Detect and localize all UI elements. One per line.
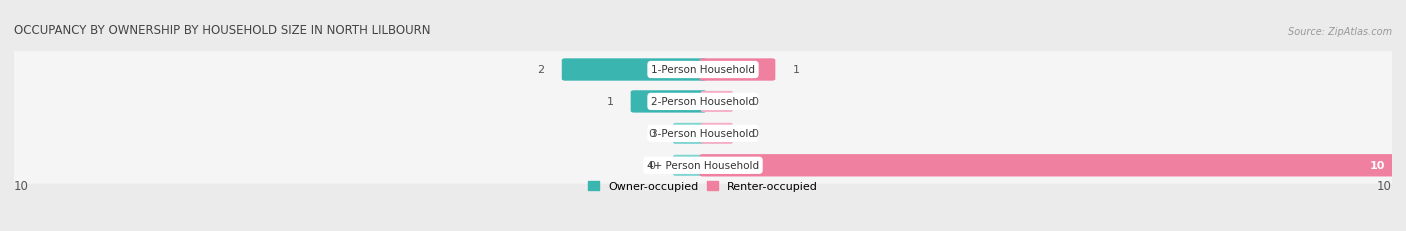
FancyBboxPatch shape bbox=[673, 123, 704, 144]
Text: 1-Person Household: 1-Person Household bbox=[651, 65, 755, 75]
FancyBboxPatch shape bbox=[700, 59, 775, 81]
Legend: Owner-occupied, Renter-occupied: Owner-occupied, Renter-occupied bbox=[588, 181, 818, 191]
Text: Source: ZipAtlas.com: Source: ZipAtlas.com bbox=[1288, 27, 1392, 37]
FancyBboxPatch shape bbox=[631, 91, 706, 113]
Text: 2: 2 bbox=[537, 65, 544, 75]
Text: 2-Person Household: 2-Person Household bbox=[651, 97, 755, 107]
Text: 1: 1 bbox=[793, 65, 800, 75]
Text: 0: 0 bbox=[751, 129, 758, 139]
Text: 0: 0 bbox=[648, 161, 655, 170]
FancyBboxPatch shape bbox=[4, 52, 1402, 88]
Text: 3-Person Household: 3-Person Household bbox=[651, 129, 755, 139]
Text: 10: 10 bbox=[1369, 161, 1385, 170]
Text: 10: 10 bbox=[1376, 179, 1392, 192]
Text: 10: 10 bbox=[14, 179, 30, 192]
FancyBboxPatch shape bbox=[562, 59, 706, 81]
Text: 0: 0 bbox=[648, 129, 655, 139]
Text: 4+ Person Household: 4+ Person Household bbox=[647, 161, 759, 170]
Text: 1: 1 bbox=[606, 97, 613, 107]
Text: OCCUPANCY BY OWNERSHIP BY HOUSEHOLD SIZE IN NORTH LILBOURN: OCCUPANCY BY OWNERSHIP BY HOUSEHOLD SIZE… bbox=[14, 24, 430, 37]
FancyBboxPatch shape bbox=[702, 123, 733, 144]
FancyBboxPatch shape bbox=[700, 155, 1395, 177]
FancyBboxPatch shape bbox=[673, 155, 704, 176]
Text: 0: 0 bbox=[751, 97, 758, 107]
FancyBboxPatch shape bbox=[702, 91, 733, 112]
FancyBboxPatch shape bbox=[4, 147, 1402, 184]
FancyBboxPatch shape bbox=[4, 84, 1402, 120]
FancyBboxPatch shape bbox=[4, 116, 1402, 152]
